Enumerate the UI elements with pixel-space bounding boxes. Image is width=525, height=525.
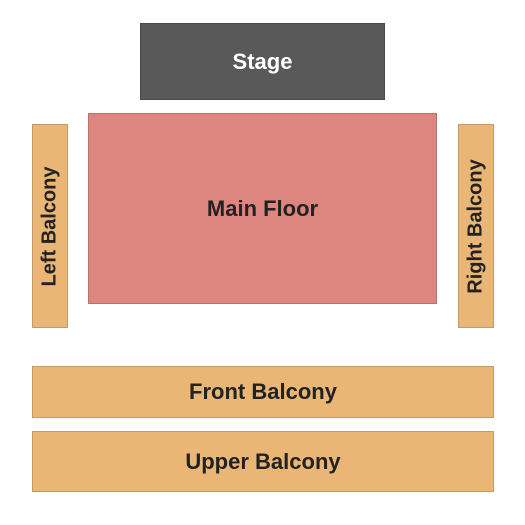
right-balcony-section[interactable]: Right Balcony xyxy=(458,124,494,328)
main-floor-label: Main Floor xyxy=(207,196,318,222)
seating-chart: Stage Main Floor Left Balcony Right Balc… xyxy=(0,0,525,525)
front-balcony-label: Front Balcony xyxy=(189,379,337,405)
main-floor-section[interactable]: Main Floor xyxy=(88,113,437,304)
front-balcony-section[interactable]: Front Balcony xyxy=(32,366,494,418)
stage-section[interactable]: Stage xyxy=(140,23,385,100)
upper-balcony-section[interactable]: Upper Balcony xyxy=(32,431,494,492)
upper-balcony-label: Upper Balcony xyxy=(185,449,340,475)
left-balcony-section[interactable]: Left Balcony xyxy=(32,124,68,328)
stage-label: Stage xyxy=(233,49,293,75)
left-balcony-label: Left Balcony xyxy=(39,166,62,286)
right-balcony-label: Right Balcony xyxy=(465,159,488,293)
